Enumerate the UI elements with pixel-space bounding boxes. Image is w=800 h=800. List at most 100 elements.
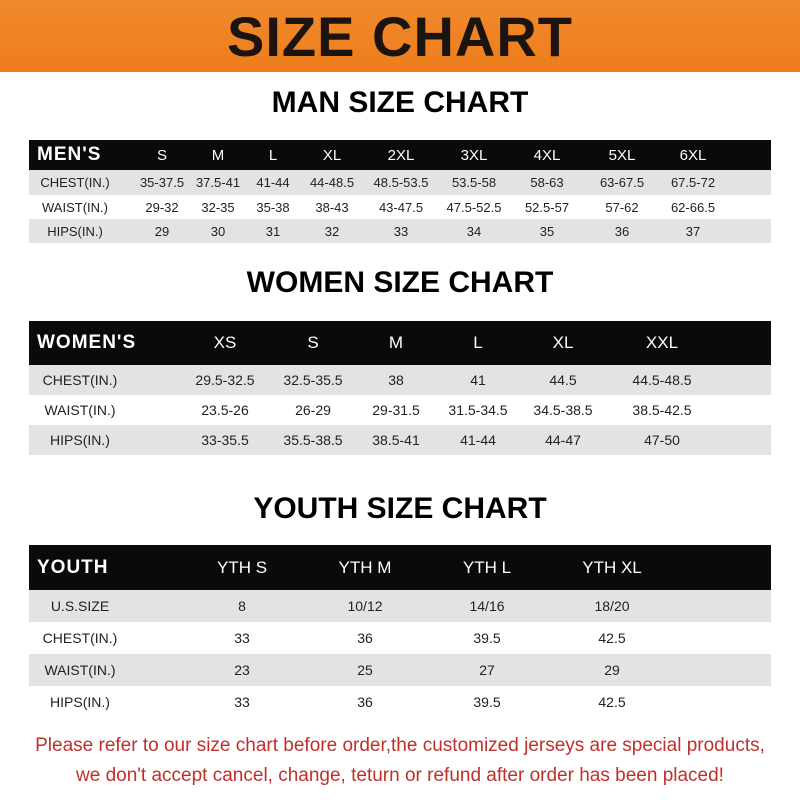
size-header: M (211, 146, 225, 164)
table-cell: 25 (357, 662, 373, 678)
size-header: M (388, 333, 404, 352)
table-cell: 33 (234, 694, 250, 710)
table-cell: 27 (479, 662, 495, 678)
table-cell: 36 (357, 694, 373, 710)
banner: SIZE CHART (0, 0, 800, 72)
measure-label: U.S.SIZE (50, 598, 110, 614)
table-cell: 62-66.5 (670, 199, 716, 215)
table-cell: 33-35.5 (201, 432, 249, 448)
table-cell: 44.5 (549, 372, 577, 388)
table-cell: 32 (324, 223, 340, 239)
size-header: XXL (645, 333, 679, 352)
table-cell: 53.5-58 (451, 175, 497, 190)
table-row: HIPS(IN.) 33-35.5 35.5-38.5 38.5-41 41-44 44-… (29, 425, 771, 455)
table-cell: 47-50 (644, 432, 680, 448)
men-title: MAN SIZE CHART (271, 86, 529, 119)
measure-label: CHEST(IN.) (42, 372, 118, 388)
table-cell: 44-48.5 (309, 175, 355, 190)
size-header: XL (552, 333, 574, 352)
size-header: 3XL (460, 146, 488, 164)
measure-label: HIPS(IN.) (47, 223, 103, 239)
table-cell: 37 (685, 223, 701, 239)
measure-label: WAIST(IN.) (44, 662, 116, 678)
table-cell: 57-62 (605, 199, 639, 215)
table-cell: 37.5-41 (195, 175, 241, 190)
size-header: 5XL (608, 146, 636, 164)
table-cell: 36 (614, 223, 630, 239)
notice-line-1: Please refer to our size chart before or… (35, 735, 765, 756)
table-row: WAIST(IN.) 23.5-26 26-29 29-31.5 31.5-34.5 34… (29, 395, 771, 425)
table-cell: 44-47 (545, 432, 581, 448)
size-header: S (307, 333, 319, 352)
table-cell: 36 (357, 630, 373, 646)
size-header: XL (322, 146, 342, 164)
size-header: 2XL (387, 146, 415, 164)
table-cell: 33 (393, 223, 409, 239)
table-cell: 42.5 (598, 630, 626, 646)
men-size-table: MEN'S S M L XL 2XL 3XL 4XL 5XL 6XL CHEST(IN.) 35-37… (29, 140, 771, 243)
size-header: L (473, 333, 483, 352)
size-header: YTH L (462, 557, 512, 577)
table-cell: 35-37.5 (139, 175, 185, 190)
table-cell: 18/20 (594, 598, 630, 614)
table-cell: 42.5 (598, 694, 626, 710)
table-row: HIPS(IN.) 33 36 39.5 42.5 (29, 686, 771, 718)
size-header: XS (213, 333, 237, 352)
measure-label: HIPS(IN.) (50, 694, 110, 710)
table-row: CHEST(IN.) 33 36 39.5 42.5 (29, 622, 771, 654)
table-cell: 31.5-34.5 (448, 402, 508, 418)
measure-label: HIPS(IN.) (50, 432, 110, 448)
size-header: 4XL (533, 146, 561, 164)
table-cell: 35-38 (256, 199, 290, 215)
women-title: WOMEN SIZE CHART (246, 266, 554, 299)
table-cell: 63-67.5 (599, 175, 645, 190)
table-cell: 32.5-35.5 (283, 372, 343, 388)
table-cell: 39.5 (473, 630, 501, 646)
table-label: WOMEN'S (37, 332, 137, 353)
size-header: YTH M (338, 557, 392, 577)
table-cell: 41 (470, 372, 486, 388)
notice-line-2: we don't accept cancel, change, teturn o… (76, 765, 724, 786)
table-cell: 41-44 (256, 175, 290, 190)
table-cell: 44.5-48.5 (632, 372, 692, 388)
table-cell: 43-47.5 (378, 199, 424, 215)
size-header: S (156, 146, 168, 164)
table-cell: 29-31.5 (372, 402, 420, 418)
table-cell: 29-32 (145, 199, 179, 215)
table-row: U.S.SIZE 8 10/12 14/16 18/20 (29, 590, 771, 622)
table-cell: 29.5-32.5 (195, 372, 255, 388)
size-header: L (268, 146, 278, 164)
table-cell: 38.5-42.5 (632, 402, 692, 418)
table-cell: 30 (210, 223, 226, 239)
table-row: CHEST(IN.) 29.5-32.5 32.5-35.5 38 41 44.5 44.5… (29, 365, 771, 395)
women-size-table: WOMEN'S XS S M L XL XXL CHEST(IN.) 29.5-32.5 32.5… (29, 321, 771, 455)
table-cell: 29 (154, 223, 170, 239)
table-label: YOUTH (37, 556, 109, 578)
size-header: 6XL (679, 146, 707, 164)
table-cell: 48.5-53.5 (373, 175, 429, 190)
table-header: YOUTH YTH S YTH M YTH L YTH XL (29, 545, 771, 590)
table-cell: 35 (539, 223, 555, 239)
size-header: YTH XL (582, 557, 642, 577)
table-cell: 34.5-38.5 (533, 402, 593, 418)
table-cell: 67.5-72 (670, 175, 716, 190)
table-cell: 29 (604, 662, 620, 678)
table-cell: 35.5-38.5 (283, 432, 343, 448)
measure-label: CHEST(IN.) (42, 630, 118, 646)
table-cell: 39.5 (473, 694, 501, 710)
table-cell: 38.5-41 (372, 432, 420, 448)
table-header: MEN'S S M L XL 2XL 3XL 4XL 5XL 6XL (29, 140, 771, 170)
table-cell: 47.5-52.5 (446, 199, 502, 215)
table-row: WAIST(IN.) 29-32 32-35 35-38 38-43 43-47.5 47.… (29, 195, 771, 219)
table-cell: 41-44 (460, 432, 496, 448)
table-cell: 23 (234, 662, 250, 678)
table-cell: 38 (388, 372, 404, 388)
table-label: MEN'S (37, 144, 102, 165)
table-row: WAIST(IN.) 23 25 27 29 (29, 654, 771, 686)
table-cell: 38-43 (315, 199, 349, 215)
table-row: HIPS(IN.) 29 30 31 32 33 34 35 36 37 (29, 219, 771, 243)
table-cell: 8 (238, 598, 246, 614)
table-cell: 58-63 (530, 175, 564, 190)
table-header: WOMEN'S XS S M L XL XXL (29, 321, 771, 365)
table-cell: 26-29 (295, 402, 331, 418)
